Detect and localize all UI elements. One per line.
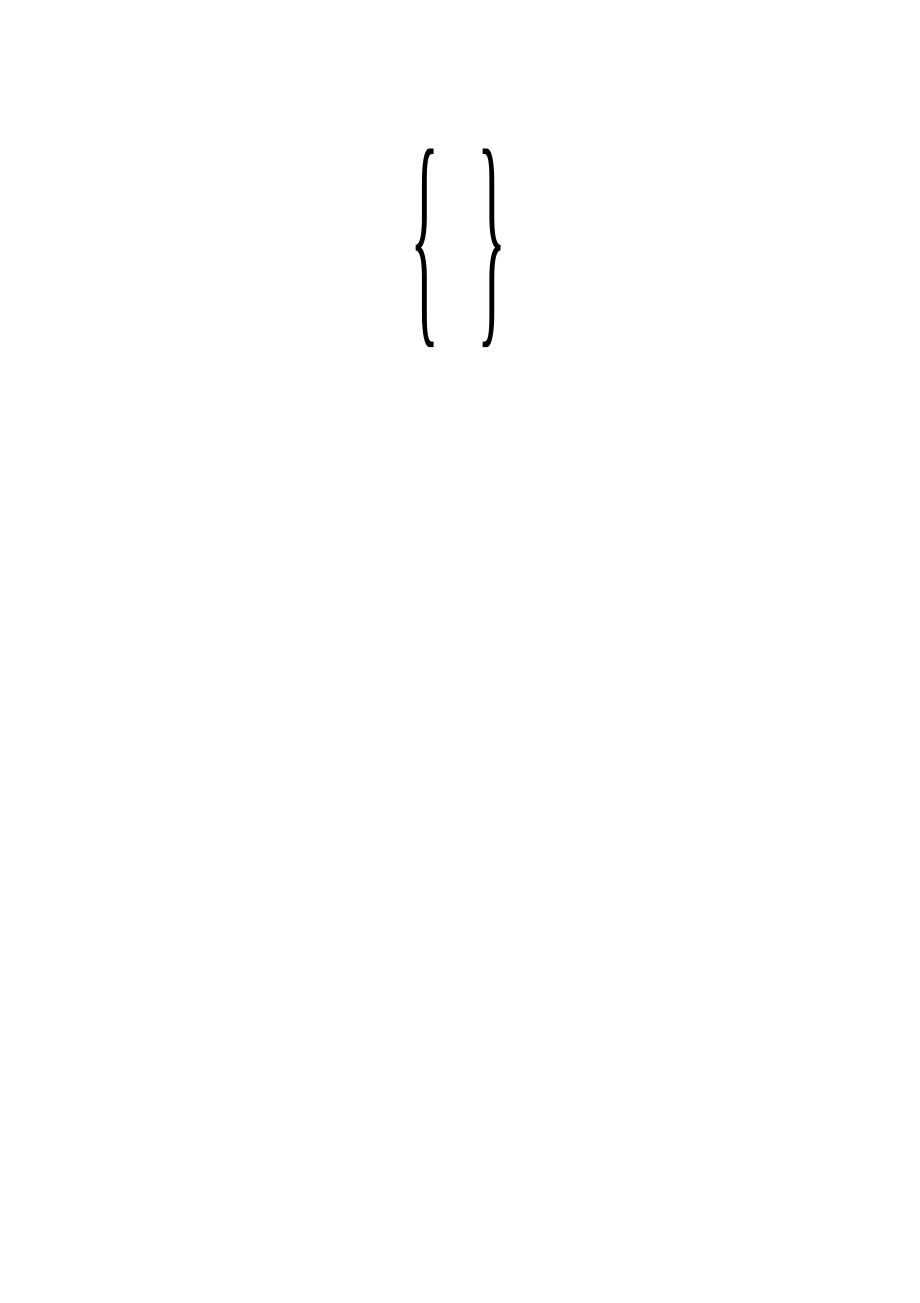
brace-left-icon: { <box>410 126 439 342</box>
board-diagram: { } <box>100 114 820 354</box>
brace-right-icon: } <box>477 126 506 342</box>
